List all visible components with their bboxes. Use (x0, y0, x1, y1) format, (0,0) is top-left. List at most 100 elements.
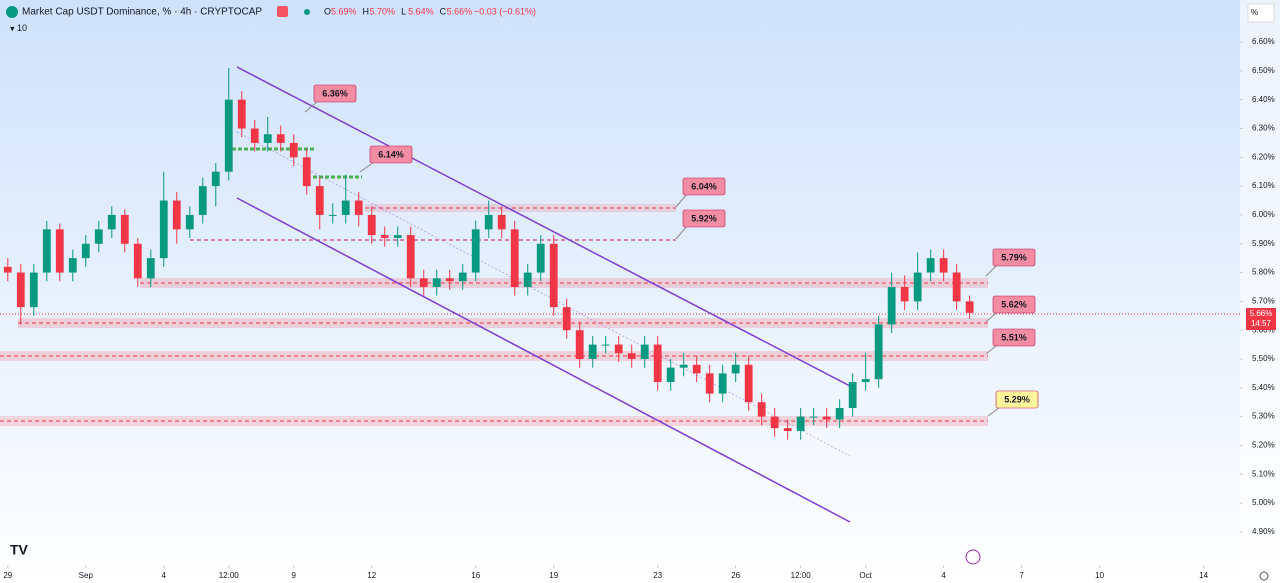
legend-label: C (440, 6, 447, 16)
callout-box (992, 328, 1036, 347)
candle-body (224, 99, 233, 172)
callout-box (992, 295, 1036, 314)
settings-icon[interactable] (1259, 571, 1269, 581)
y-tick-label: 5.40% (1252, 383, 1275, 392)
candle-body (159, 200, 168, 259)
lightning-icon[interactable] (965, 549, 981, 565)
x-tick-label: Oct (859, 571, 872, 580)
candle-body (926, 258, 935, 273)
candle-body (913, 272, 922, 302)
candle-body (614, 344, 623, 354)
channel-line (236, 197, 851, 523)
legend-label: L (401, 6, 406, 16)
candle-body (120, 214, 129, 244)
candle-body (354, 200, 363, 215)
candle-body (302, 157, 311, 187)
status-dot (304, 9, 310, 15)
x-tick-label: 4 (941, 571, 946, 580)
x-tick-label: 14 (1199, 571, 1208, 580)
candle-body (107, 214, 116, 230)
legend-value: 5.64% (408, 6, 434, 16)
callout-pointer (985, 344, 998, 355)
callout-label: 5.62% (1001, 299, 1027, 309)
x-tick-label: 26 (731, 571, 740, 580)
symbol-icon (6, 6, 18, 18)
candle-body (718, 373, 727, 394)
candle-body (874, 324, 883, 380)
x-tick-label: 12 (367, 571, 376, 580)
y-tick-label: 6.40% (1252, 95, 1275, 104)
callout-pointer (304, 100, 319, 113)
y-tick-label: 5.90% (1252, 239, 1275, 248)
legend-value: 5.66% (447, 6, 473, 16)
candle-body (172, 200, 181, 230)
candle-body (965, 301, 974, 313)
callout-box (682, 177, 726, 196)
price-tag-bg (1246, 308, 1276, 330)
scale-button-label[interactable]: % (1251, 8, 1258, 17)
candle-body (432, 278, 441, 287)
candle-body (744, 364, 753, 403)
candle-body (367, 214, 376, 236)
candle-body (549, 243, 558, 308)
candle-body (536, 243, 545, 273)
y-tick-label: 5.70% (1252, 296, 1275, 305)
candle-body (497, 214, 506, 230)
logo[interactable]: TV (10, 542, 29, 558)
x-tick-label: 29 (3, 571, 12, 580)
callout-pointer (985, 264, 998, 277)
x-tick-label: 10 (1095, 571, 1104, 580)
candle-body (471, 229, 480, 273)
legend-label: O (324, 6, 331, 16)
flag-icon[interactable] (277, 6, 288, 17)
callout-pointer (359, 161, 375, 173)
candle-body (250, 128, 259, 143)
callout-box (313, 84, 357, 103)
x-tick-label: 19 (549, 571, 558, 580)
callout-pointer (675, 193, 688, 208)
candle-body (42, 229, 51, 273)
sub-legend: ▾ 10 (10, 23, 27, 33)
price-axis-bg (1240, 0, 1280, 583)
x-tick-label: 12:00 (791, 571, 812, 580)
x-tick-label: 7 (1019, 571, 1024, 580)
candle-body (68, 258, 77, 273)
candle-body (276, 134, 285, 143)
change: −0.03 (−0.61%) (474, 6, 536, 16)
candle-body (380, 235, 389, 238)
candle-body (809, 416, 818, 418)
candle-body (328, 214, 337, 216)
y-tick-label: 5.30% (1252, 412, 1275, 421)
candle-body (653, 344, 662, 383)
candle-body (627, 353, 636, 359)
y-tick-label: 5.80% (1252, 268, 1275, 277)
callout-label: 5.29% (1004, 394, 1030, 404)
annotations: 6.36% 6.14% 6.04% 5.92% 5.79% 5.62% 5.51% 5.29% (304, 84, 1039, 417)
x-tick-label: 23 (653, 571, 662, 580)
y-tick-label: 6.50% (1252, 66, 1275, 75)
scale-button[interactable] (1247, 3, 1275, 23)
candle-body (393, 235, 402, 238)
candle-body (770, 416, 779, 429)
symbol-title: Market Cap USDT Dominance, % · 4h · CRYP… (22, 7, 262, 18)
y-tick-label: 6.30% (1252, 124, 1275, 133)
callout-box (995, 390, 1039, 409)
candle-body (510, 229, 519, 287)
candle-body (3, 266, 12, 273)
price-tag: 5.66% 14:57 (1246, 308, 1276, 330)
callout-box (369, 145, 413, 164)
callout-box (682, 209, 726, 228)
x-tick-label: 16 (471, 571, 480, 580)
candle-body (900, 286, 909, 302)
candle-body (146, 258, 155, 279)
callout-label: 5.92% (691, 213, 717, 223)
candle-body (783, 428, 792, 432)
candle-body (601, 344, 610, 346)
y-tick-label: 5.20% (1252, 441, 1275, 450)
candle-body (484, 214, 493, 230)
x-tick-label: Sep (79, 571, 94, 580)
candle-body (861, 379, 870, 383)
callout-pointer (675, 225, 688, 240)
